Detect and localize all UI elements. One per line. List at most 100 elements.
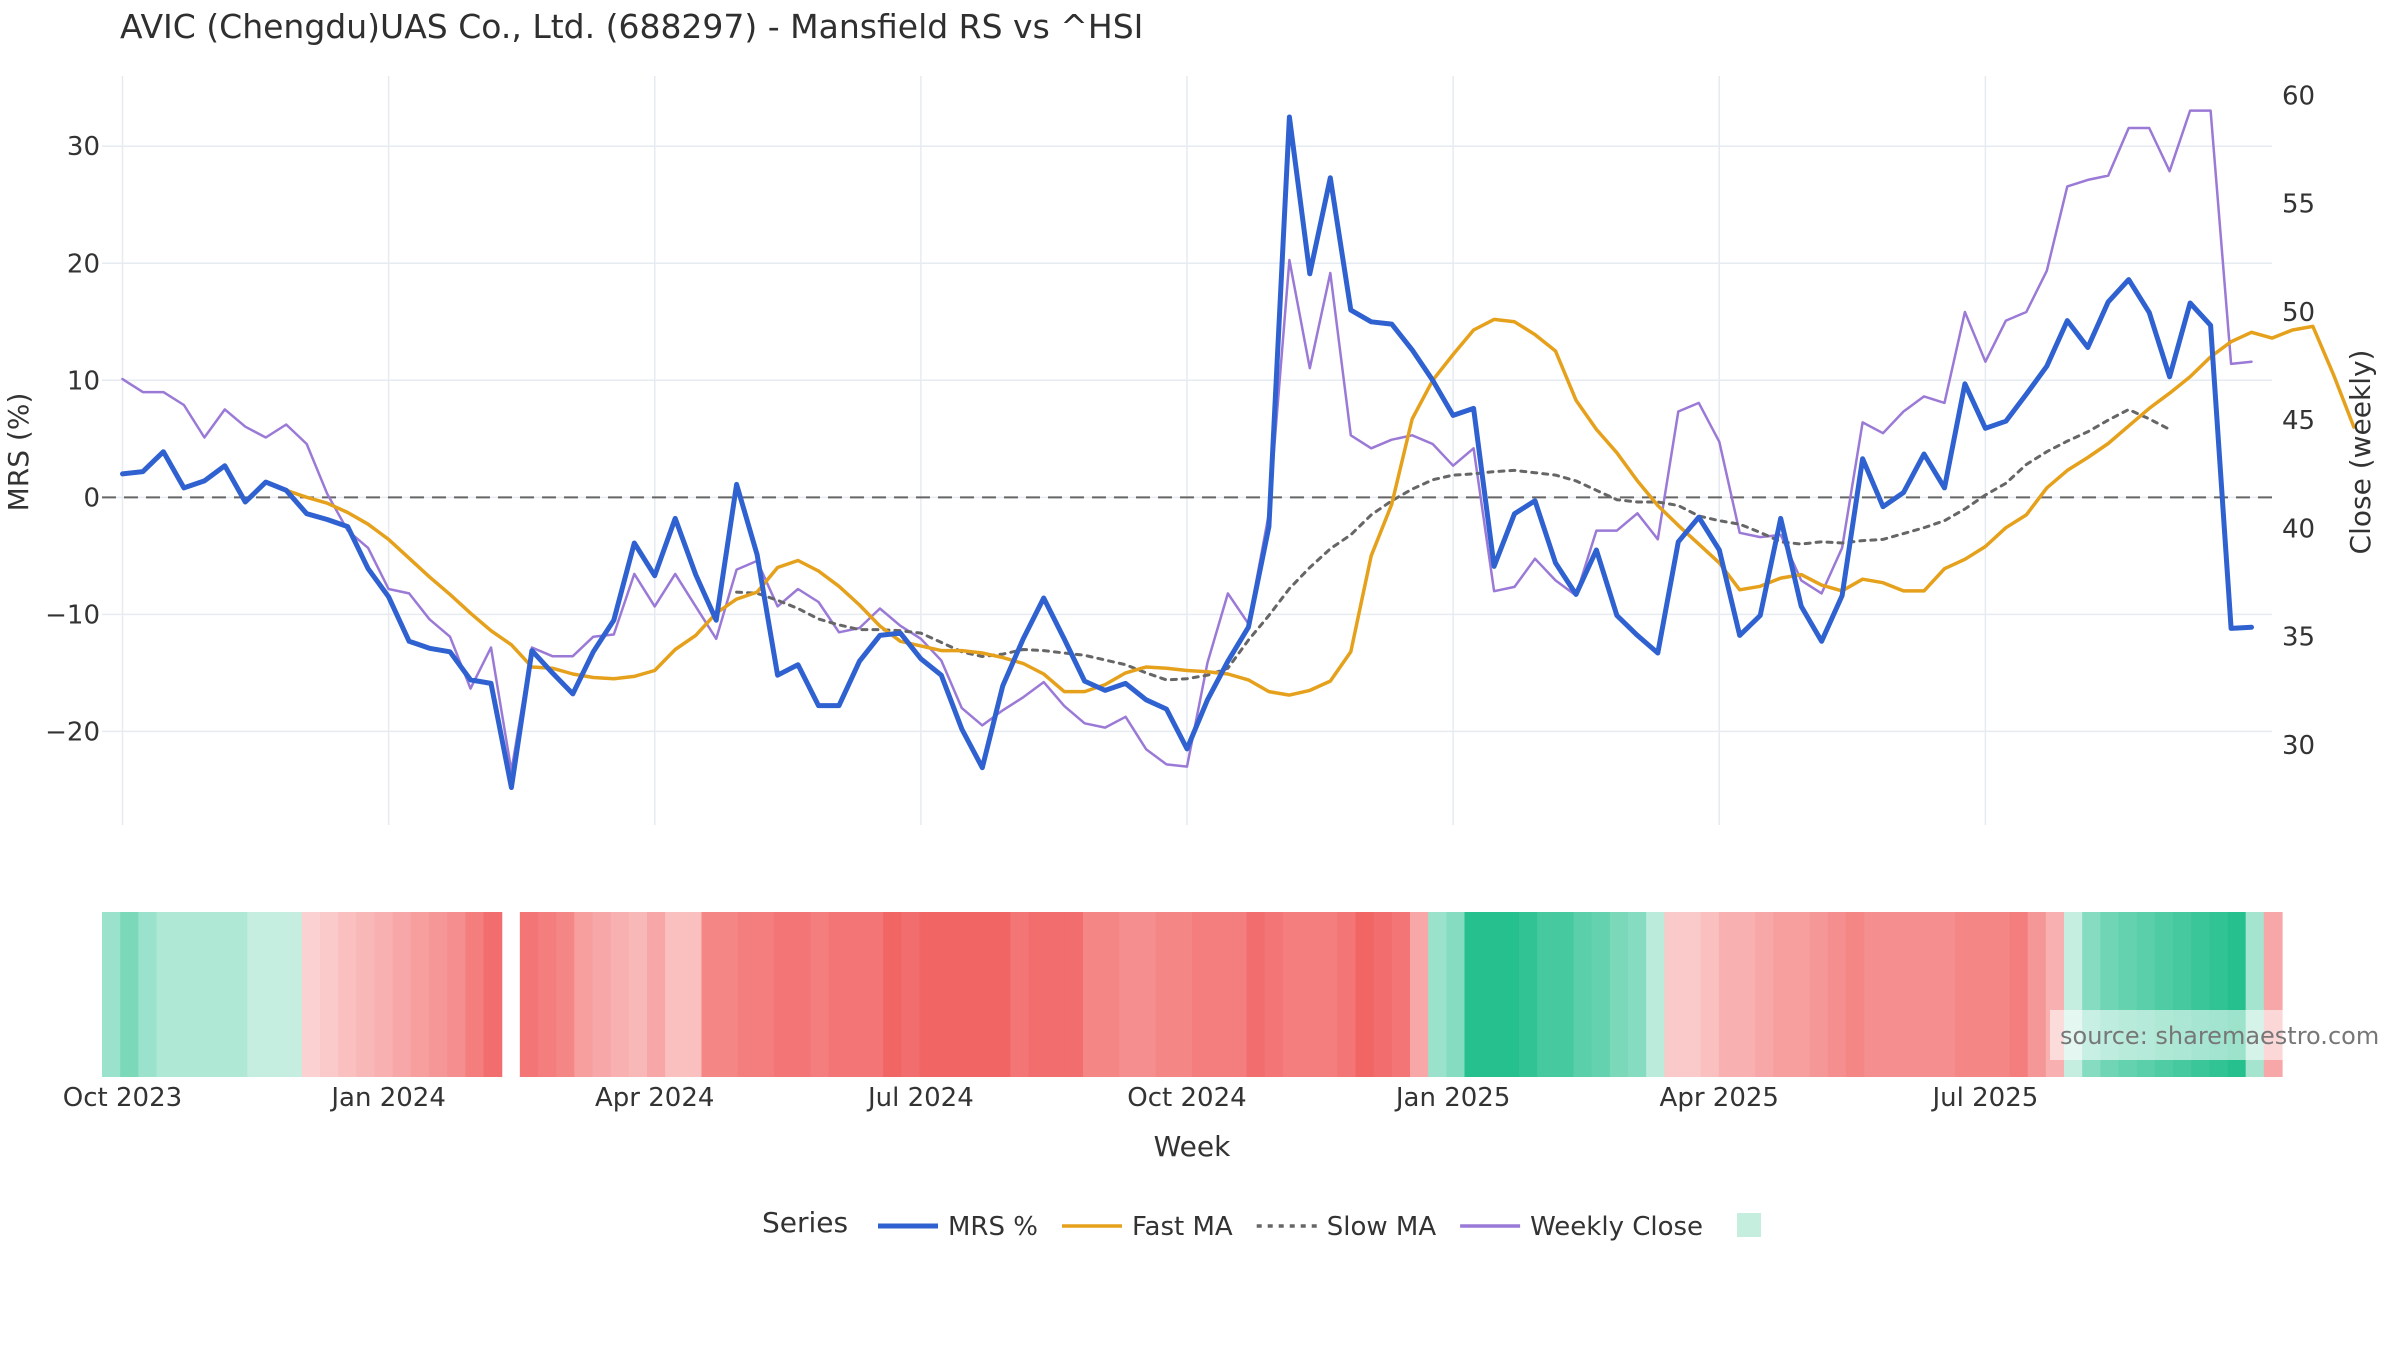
y2-tick-label-4: 50 <box>2282 298 2315 328</box>
heat-cell-99 <box>1900 912 1920 1077</box>
heat-cell-95 <box>1827 912 1847 1077</box>
heat-cell-93 <box>1791 912 1811 1077</box>
heat-cell-7 <box>229 912 248 1077</box>
heat-cell-66 <box>1301 912 1320 1077</box>
heat-cell-49 <box>992 912 1011 1077</box>
x-tick-label-3: Jul 2024 <box>866 1083 974 1113</box>
heat-cell-3 <box>156 912 176 1077</box>
heat-cell-74 <box>1446 912 1466 1077</box>
heat-cell-98 <box>1882 912 1902 1077</box>
y2-tick-label-6: 60 <box>2282 81 2315 111</box>
heat-cell-1 <box>120 912 139 1077</box>
heat-cell-14 <box>356 912 376 1077</box>
heat-cell-84 <box>1628 912 1647 1077</box>
legend-label-3: Weekly Close <box>1530 1212 1703 1242</box>
legend-label-0: MRS % <box>948 1212 1038 1242</box>
heat-cell-100 <box>1918 912 1938 1077</box>
y2-tick-label-2: 40 <box>2282 514 2315 544</box>
heat-cell-21 <box>483 912 503 1077</box>
y-tick-label-5: 30 <box>67 132 100 162</box>
series-layer <box>120 109 2356 790</box>
heat-cell-101 <box>1936 912 1956 1077</box>
heat-cell-44 <box>901 912 921 1077</box>
heat-cell-53 <box>1064 912 1084 1077</box>
heat-cell-30 <box>647 912 666 1077</box>
heat-cell-36 <box>756 912 775 1077</box>
legend-swatch-4 <box>1737 1213 1762 1237</box>
y2-tick-label-1: 35 <box>2282 623 2315 653</box>
series-line-weekly-close <box>121 109 2253 773</box>
y-axis-left: −20 −10 0 10 20 30 <box>45 132 100 747</box>
heat-cell-75 <box>1464 912 1484 1077</box>
heat-cell-47 <box>955 912 975 1077</box>
heat-cell-89 <box>1718 912 1738 1077</box>
heat-cell-83 <box>1609 912 1629 1077</box>
heat-cell-57 <box>1137 912 1157 1077</box>
heat-cell-17 <box>410 912 430 1077</box>
heat-cell-45 <box>919 912 939 1077</box>
heat-cell-12 <box>320 912 339 1077</box>
heat-cell-42 <box>865 912 884 1077</box>
heat-cell-102 <box>1955 912 1974 1077</box>
heat-cell-41 <box>846 912 866 1077</box>
heat-strip <box>102 912 2283 1077</box>
source-annotation-text: source: sharemaestro.com <box>2060 1022 2379 1050</box>
heat-cell-33 <box>701 912 721 1077</box>
heat-cell-28 <box>610 912 630 1077</box>
heat-cell-5 <box>192 912 212 1077</box>
heat-cell-82 <box>1591 912 1611 1077</box>
x-tick-label-0: Oct 2023 <box>63 1083 182 1113</box>
heat-cell-105 <box>2009 912 2029 1077</box>
heat-cell-55 <box>1101 912 1120 1077</box>
heat-cell-2 <box>138 912 158 1077</box>
heat-cell-63 <box>1246 912 1266 1077</box>
heat-cell-16 <box>392 912 412 1077</box>
heat-cell-87 <box>1682 912 1702 1077</box>
heat-cell-73 <box>1428 912 1447 1077</box>
heat-cell-80 <box>1555 912 1575 1077</box>
x-tick-label-2: Apr 2024 <box>595 1083 714 1113</box>
y-axis-label: MRS (%) <box>2 393 35 512</box>
heat-cell-35 <box>737 912 757 1077</box>
x-tick-label-6: Apr 2025 <box>1660 1083 1779 1113</box>
heat-cell-34 <box>719 912 739 1077</box>
heat-cell-8 <box>247 912 267 1077</box>
heat-cell-52 <box>1046 912 1066 1077</box>
heat-cell-106 <box>2027 912 2047 1077</box>
heat-cell-60 <box>1192 912 1211 1077</box>
x-tick-label-5: Jan 2025 <box>1394 1083 1511 1113</box>
y-tick-label-1: −10 <box>45 600 100 630</box>
y2-axis-label: Close (weekly) <box>2344 350 2377 555</box>
series-line-fast-ma <box>284 317 2356 697</box>
heat-cell-69 <box>1355 912 1375 1077</box>
heat-cell-23 <box>519 912 539 1077</box>
heat-cell-11 <box>301 912 321 1077</box>
heat-cell-40 <box>828 912 848 1077</box>
heat-cell-31 <box>665 912 684 1077</box>
y2-tick-label-0: 30 <box>2282 731 2315 761</box>
y-tick-label-2: 0 <box>83 483 100 513</box>
heat-cell-10 <box>283 912 303 1077</box>
heat-cell-67 <box>1319 912 1338 1077</box>
heat-cell-65 <box>1282 912 1302 1077</box>
heat-cell-20 <box>465 912 485 1077</box>
heat-cell-79 <box>1537 912 1556 1077</box>
heat-cell-32 <box>683 912 703 1077</box>
heat-cell-85 <box>1646 912 1665 1077</box>
heat-cell-39 <box>810 912 830 1077</box>
heat-cell-78 <box>1519 912 1538 1077</box>
x-tick-label-7: Jul 2025 <box>1930 1083 2038 1113</box>
x-axis: Oct 2023 Jan 2024 Apr 2024 Jul 2024 Oct 2024… <box>63 1083 2039 1113</box>
heat-cell-96 <box>1846 912 1865 1077</box>
series-line-mrs <box>120 114 2254 790</box>
heat-cell-104 <box>1991 912 2011 1077</box>
heat-cell-61 <box>1210 912 1229 1077</box>
y2-tick-label-3: 45 <box>2282 406 2315 436</box>
heat-cell-58 <box>1155 912 1175 1077</box>
heat-cell-71 <box>1391 912 1411 1077</box>
heat-cell-62 <box>1228 912 1248 1077</box>
heat-cell-86 <box>1664 912 1684 1077</box>
heat-cell-81 <box>1573 912 1593 1077</box>
